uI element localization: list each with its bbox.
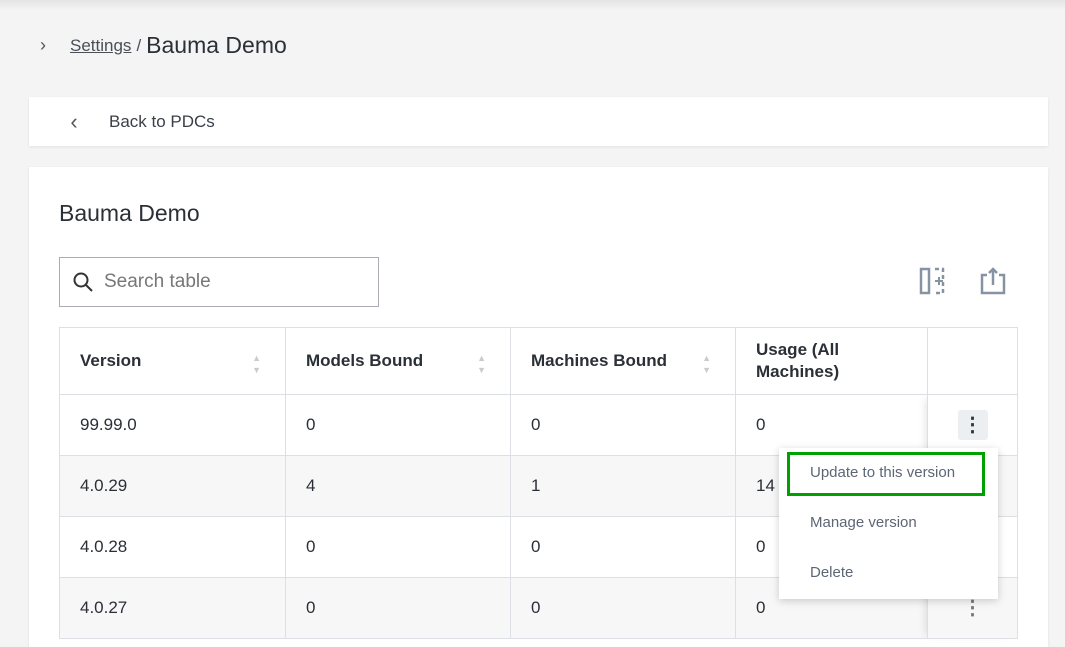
cell-version: 99.99.0	[59, 394, 286, 456]
table-row: 99.99.0 0 0 0 ⋮	[59, 394, 1018, 456]
column-version[interactable]: Version ▲ ▼	[59, 327, 286, 395]
back-label: Back to PDCs	[109, 111, 215, 131]
column-actions	[927, 327, 1018, 395]
row-actions-menu: Update to this version Manage version De…	[779, 448, 998, 599]
search-icon	[73, 272, 93, 292]
column-models-bound[interactable]: Models Bound ▲ ▼	[285, 327, 511, 395]
export-icon[interactable]	[979, 267, 1007, 295]
breadcrumb-separator: /	[136, 35, 142, 55]
more-vertical-icon[interactable]: ⋮	[957, 410, 988, 440]
breadcrumb-settings-link[interactable]: Settings	[70, 35, 132, 55]
cell-models: 4	[285, 455, 511, 517]
back-to-pdcs-button[interactable]: ‹ Back to PDCs	[29, 97, 1048, 146]
breadcrumb-current: Bauma Demo	[146, 32, 287, 58]
cell-version: 4.0.29	[59, 455, 286, 517]
cell-models: 0	[285, 516, 511, 578]
column-add-icon[interactable]	[919, 267, 947, 295]
menu-item-manage[interactable]: Manage version	[810, 514, 917, 531]
table-header: Version ▲ ▼ Models Bound ▲ ▼ Machines Bound ▲…	[59, 327, 1018, 395]
column-machines-bound[interactable]: Machines Bound ▲ ▼	[510, 327, 736, 395]
cell-models: 0	[285, 394, 511, 456]
sort-icon: ▲ ▼	[252, 353, 261, 375]
cell-version: 4.0.27	[59, 577, 286, 639]
page-title: Bauma Demo	[59, 200, 200, 226]
cell-machines: 1	[510, 455, 736, 517]
cell-machines: 0	[510, 516, 736, 578]
more-vertical-icon[interactable]: ⋮	[962, 597, 983, 619]
search-placeholder: Search table	[104, 271, 211, 292]
sort-icon: ▲ ▼	[702, 353, 711, 375]
menu-item-update[interactable]: Update to this version	[810, 464, 956, 481]
cell-version: 4.0.28	[59, 516, 286, 578]
cell-machines: 0	[510, 577, 736, 639]
search-input[interactable]: Search table	[59, 257, 379, 307]
cell-usage: 0	[735, 394, 928, 456]
menu-item-delete[interactable]: Delete	[810, 564, 854, 581]
cell-models: 0	[285, 577, 511, 639]
highlight-box	[787, 452, 985, 496]
sort-icon: ▲ ▼	[477, 353, 486, 375]
top-shadow	[0, 0, 1065, 10]
chevron-left-icon: ‹	[70, 108, 78, 134]
cell-machines: 0	[510, 394, 736, 456]
column-usage[interactable]: Usage (All Machines)	[735, 327, 928, 395]
chevron-right-icon[interactable]: ›	[40, 35, 46, 55]
breadcrumb: › Settings / Bauma Demo	[40, 32, 287, 59]
